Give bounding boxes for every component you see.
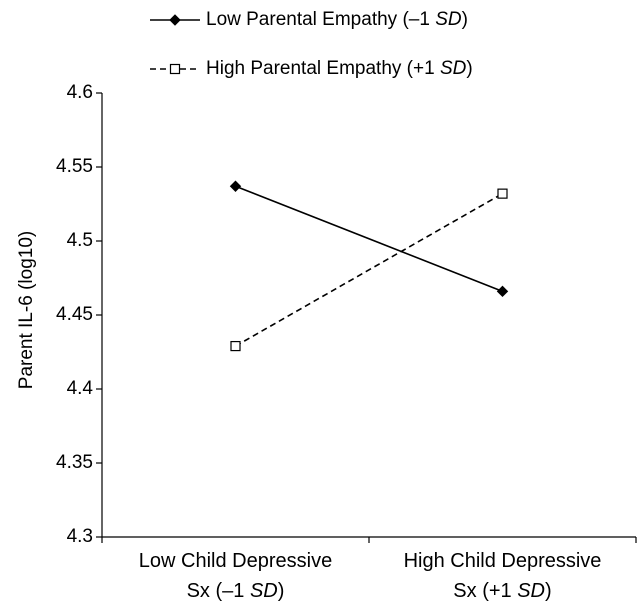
y-tick-label: 4.35 bbox=[56, 452, 93, 473]
legend-label-italic: SD bbox=[435, 9, 462, 30]
y-tick-label: 4.55 bbox=[56, 156, 93, 177]
x-axis: Low Child Depressive Sx (–1 SD) High Child… bbox=[101, 536, 637, 602]
y-tick-label: 4.3 bbox=[67, 526, 93, 547]
legend-label-prefix: Low Parental Empathy (–1 bbox=[206, 9, 435, 30]
series-layer bbox=[229, 180, 509, 352]
x-category-label-line1: Low Child Depressive bbox=[139, 550, 332, 572]
legend-label: High Parental Empathy (+1 SD) bbox=[206, 58, 473, 79]
y-tick-label: 4.5 bbox=[67, 230, 93, 251]
x-category-label-suffix: ) bbox=[278, 580, 285, 602]
data-point bbox=[497, 188, 508, 199]
data-point bbox=[229, 180, 242, 192]
legend-item-2: High Parental Empathy (+1 SD) bbox=[150, 58, 473, 79]
x-category-label-italic: SD bbox=[517, 580, 545, 602]
y-tick-label: 4.4 bbox=[67, 378, 94, 399]
y-axis-title: Parent IL-6 (log10) bbox=[16, 231, 37, 389]
x-category-label-line2: Sx (–1 SD) bbox=[187, 580, 285, 602]
x-category-label-line2: Sx (+1 SD) bbox=[453, 580, 551, 602]
y-axis: 4.3 4.35 4.4 4.45 4.5 4.55 4.6 bbox=[56, 82, 103, 547]
y-tick-label: 4.6 bbox=[67, 82, 93, 103]
data-point bbox=[496, 285, 509, 298]
legend-item-1: Low Parental Empathy (–1 SD) bbox=[150, 9, 468, 30]
legend-label: Low Parental Empathy (–1 SD) bbox=[206, 9, 468, 30]
legend-label-suffix: ) bbox=[462, 9, 468, 30]
x-category-label-line1: High Child Depressive bbox=[404, 550, 602, 572]
x-category-label-prefix: Sx (–1 bbox=[187, 580, 250, 602]
legend: Low Parental Empathy (–1 SD)High Parenta… bbox=[150, 9, 473, 79]
legend-label-suffix: ) bbox=[466, 58, 472, 79]
x-category-label-prefix: Sx (+1 bbox=[453, 580, 517, 602]
series-line bbox=[235, 185, 503, 293]
legend-label-italic: SD bbox=[440, 58, 467, 79]
legend-marker bbox=[169, 63, 181, 75]
series-1 bbox=[229, 180, 509, 298]
series-2 bbox=[230, 188, 508, 352]
x-category-label-italic: SD bbox=[250, 580, 278, 602]
x-category-label-suffix: ) bbox=[545, 580, 552, 602]
data-point bbox=[230, 340, 241, 352]
legend-label-prefix: High Parental Empathy (+1 bbox=[206, 58, 440, 79]
legend-marker bbox=[169, 14, 181, 26]
y-tick-label: 4.45 bbox=[56, 304, 93, 325]
series-line bbox=[235, 192, 503, 347]
